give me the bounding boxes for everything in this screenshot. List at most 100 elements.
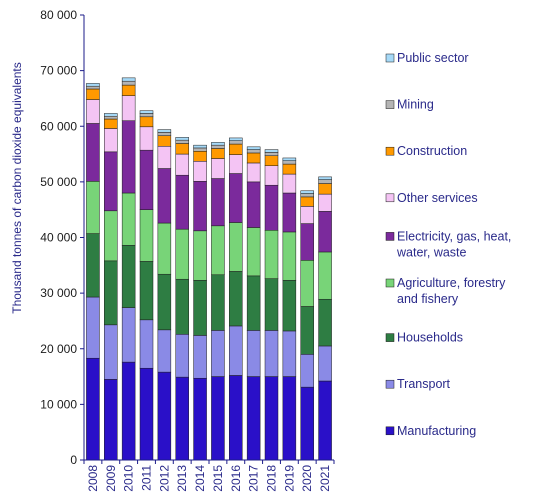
- bar-segment: [157, 273, 172, 331]
- bar-segment: [229, 143, 243, 155]
- bar-segment: [193, 280, 207, 336]
- bar-segment: [300, 196, 314, 207]
- y-tick-label: 20 000: [40, 342, 77, 356]
- x-tick-label: 2011: [140, 465, 154, 491]
- bar-segment: [157, 135, 172, 147]
- bar-segment: [300, 193, 314, 198]
- bar-segment: [175, 334, 189, 378]
- bar-segment: [104, 115, 118, 120]
- bar-segment: [157, 168, 172, 224]
- x-tick-label: 2016: [229, 465, 243, 492]
- bar-segment: [104, 324, 118, 380]
- legend-swatch: [385, 232, 395, 241]
- bar-segment: [121, 192, 136, 246]
- legend-swatch: [385, 278, 395, 288]
- bar-segment: [139, 367, 154, 461]
- bar-segment: [264, 184, 279, 231]
- legend-swatch: [385, 100, 395, 109]
- bar-segment: [282, 280, 297, 332]
- y-tick-label: 60 000: [40, 119, 77, 133]
- bar-segment: [246, 227, 261, 277]
- bar-segment: [104, 113, 118, 117]
- legend-swatch: [385, 193, 395, 203]
- bar-segment: [282, 160, 297, 165]
- y-tick-label: 0: [70, 453, 77, 467]
- bar-segment: [246, 376, 261, 461]
- bar-segment: [300, 223, 314, 261]
- bar-segment: [139, 209, 154, 262]
- bar-segment: [264, 155, 279, 166]
- bar-segment: [193, 377, 207, 461]
- bar-segment: [211, 148, 225, 159]
- bar-segment: [282, 376, 297, 461]
- y-tick-label: 80 000: [40, 8, 77, 22]
- bar-segment: [318, 179, 332, 184]
- bar-segment: [229, 140, 243, 145]
- bar-segment: [282, 231, 297, 281]
- bar-segment: [246, 149, 261, 154]
- bar-segment: [264, 152, 279, 156]
- bar-segment: [211, 225, 225, 276]
- bar-segment: [318, 380, 332, 461]
- legend-label: Electricity, gas, heat, water, waste: [396, 229, 511, 259]
- bar-segment: [175, 228, 189, 280]
- y-tick-label: 40 000: [40, 231, 77, 245]
- bar-segment: [139, 110, 154, 114]
- bar-segment: [121, 84, 136, 96]
- bar-segment: [229, 173, 243, 223]
- bar-segment: [318, 183, 332, 195]
- y-tick-label: 50 000: [40, 175, 77, 189]
- x-tick-label: 2010: [122, 465, 136, 492]
- x-tick-label: 2013: [175, 465, 189, 492]
- x-tick-label: 2008: [86, 465, 100, 492]
- x-tick-label: 2012: [157, 465, 171, 492]
- bar-segment: [121, 307, 136, 363]
- bar-segment: [318, 251, 332, 300]
- bar-segment: [139, 116, 154, 128]
- x-ticks: 2008 2009 2010 2011 2012 2013 2014 2015 2016 2017…: [83, 460, 335, 492]
- bar-segment: [139, 126, 154, 151]
- bar-segment: [300, 190, 314, 194]
- x-tick-label: 2009: [104, 465, 118, 492]
- bar-segment: [246, 181, 261, 228]
- bar-segment: [175, 153, 189, 176]
- bar-segment: [86, 296, 100, 359]
- bar-segment: [86, 85, 100, 90]
- bar-segment: [246, 162, 261, 183]
- bar-segment: [193, 144, 207, 149]
- bar-segment: [121, 361, 136, 461]
- bar-segment: [229, 375, 243, 461]
- bar-segment: [229, 271, 243, 327]
- legend-swatch: [385, 333, 395, 342]
- legend-label: Construction: [397, 144, 467, 158]
- legend-swatch: [385, 379, 395, 389]
- bar-segment: [139, 113, 154, 118]
- bar-segment: [300, 260, 314, 307]
- bar-segment: [193, 147, 207, 152]
- y-axis-title: Thousand tonnes of carbon dioxide equiva…: [10, 62, 24, 314]
- bar-segment: [246, 146, 261, 150]
- bar-segment: [193, 161, 207, 182]
- bar-segment: [86, 99, 100, 124]
- x-tick-label: 2014: [193, 465, 207, 492]
- bar-segment: [139, 149, 154, 210]
- bar-segment: [229, 222, 243, 272]
- legend-label: Transport: [397, 377, 451, 391]
- x-tick-label: 2019: [282, 465, 296, 492]
- bar-segment: [229, 154, 243, 174]
- x-tick-label: 2017: [247, 465, 261, 492]
- bar-segment: [264, 149, 279, 153]
- bar-segment: [175, 376, 189, 461]
- bar-segment: [157, 329, 172, 373]
- bar-segment: [282, 163, 297, 175]
- x-tick-label: 2020: [300, 465, 314, 492]
- legend-label: Mining: [397, 98, 434, 112]
- bar-segment: [193, 151, 207, 162]
- axes-layer: [83, 15, 334, 461]
- x-tick-label: 2018: [265, 465, 279, 492]
- bar-segment: [211, 274, 225, 331]
- bar-segment: [246, 330, 261, 377]
- bar-segment: [175, 137, 189, 141]
- x-tick-label: 2015: [211, 465, 225, 492]
